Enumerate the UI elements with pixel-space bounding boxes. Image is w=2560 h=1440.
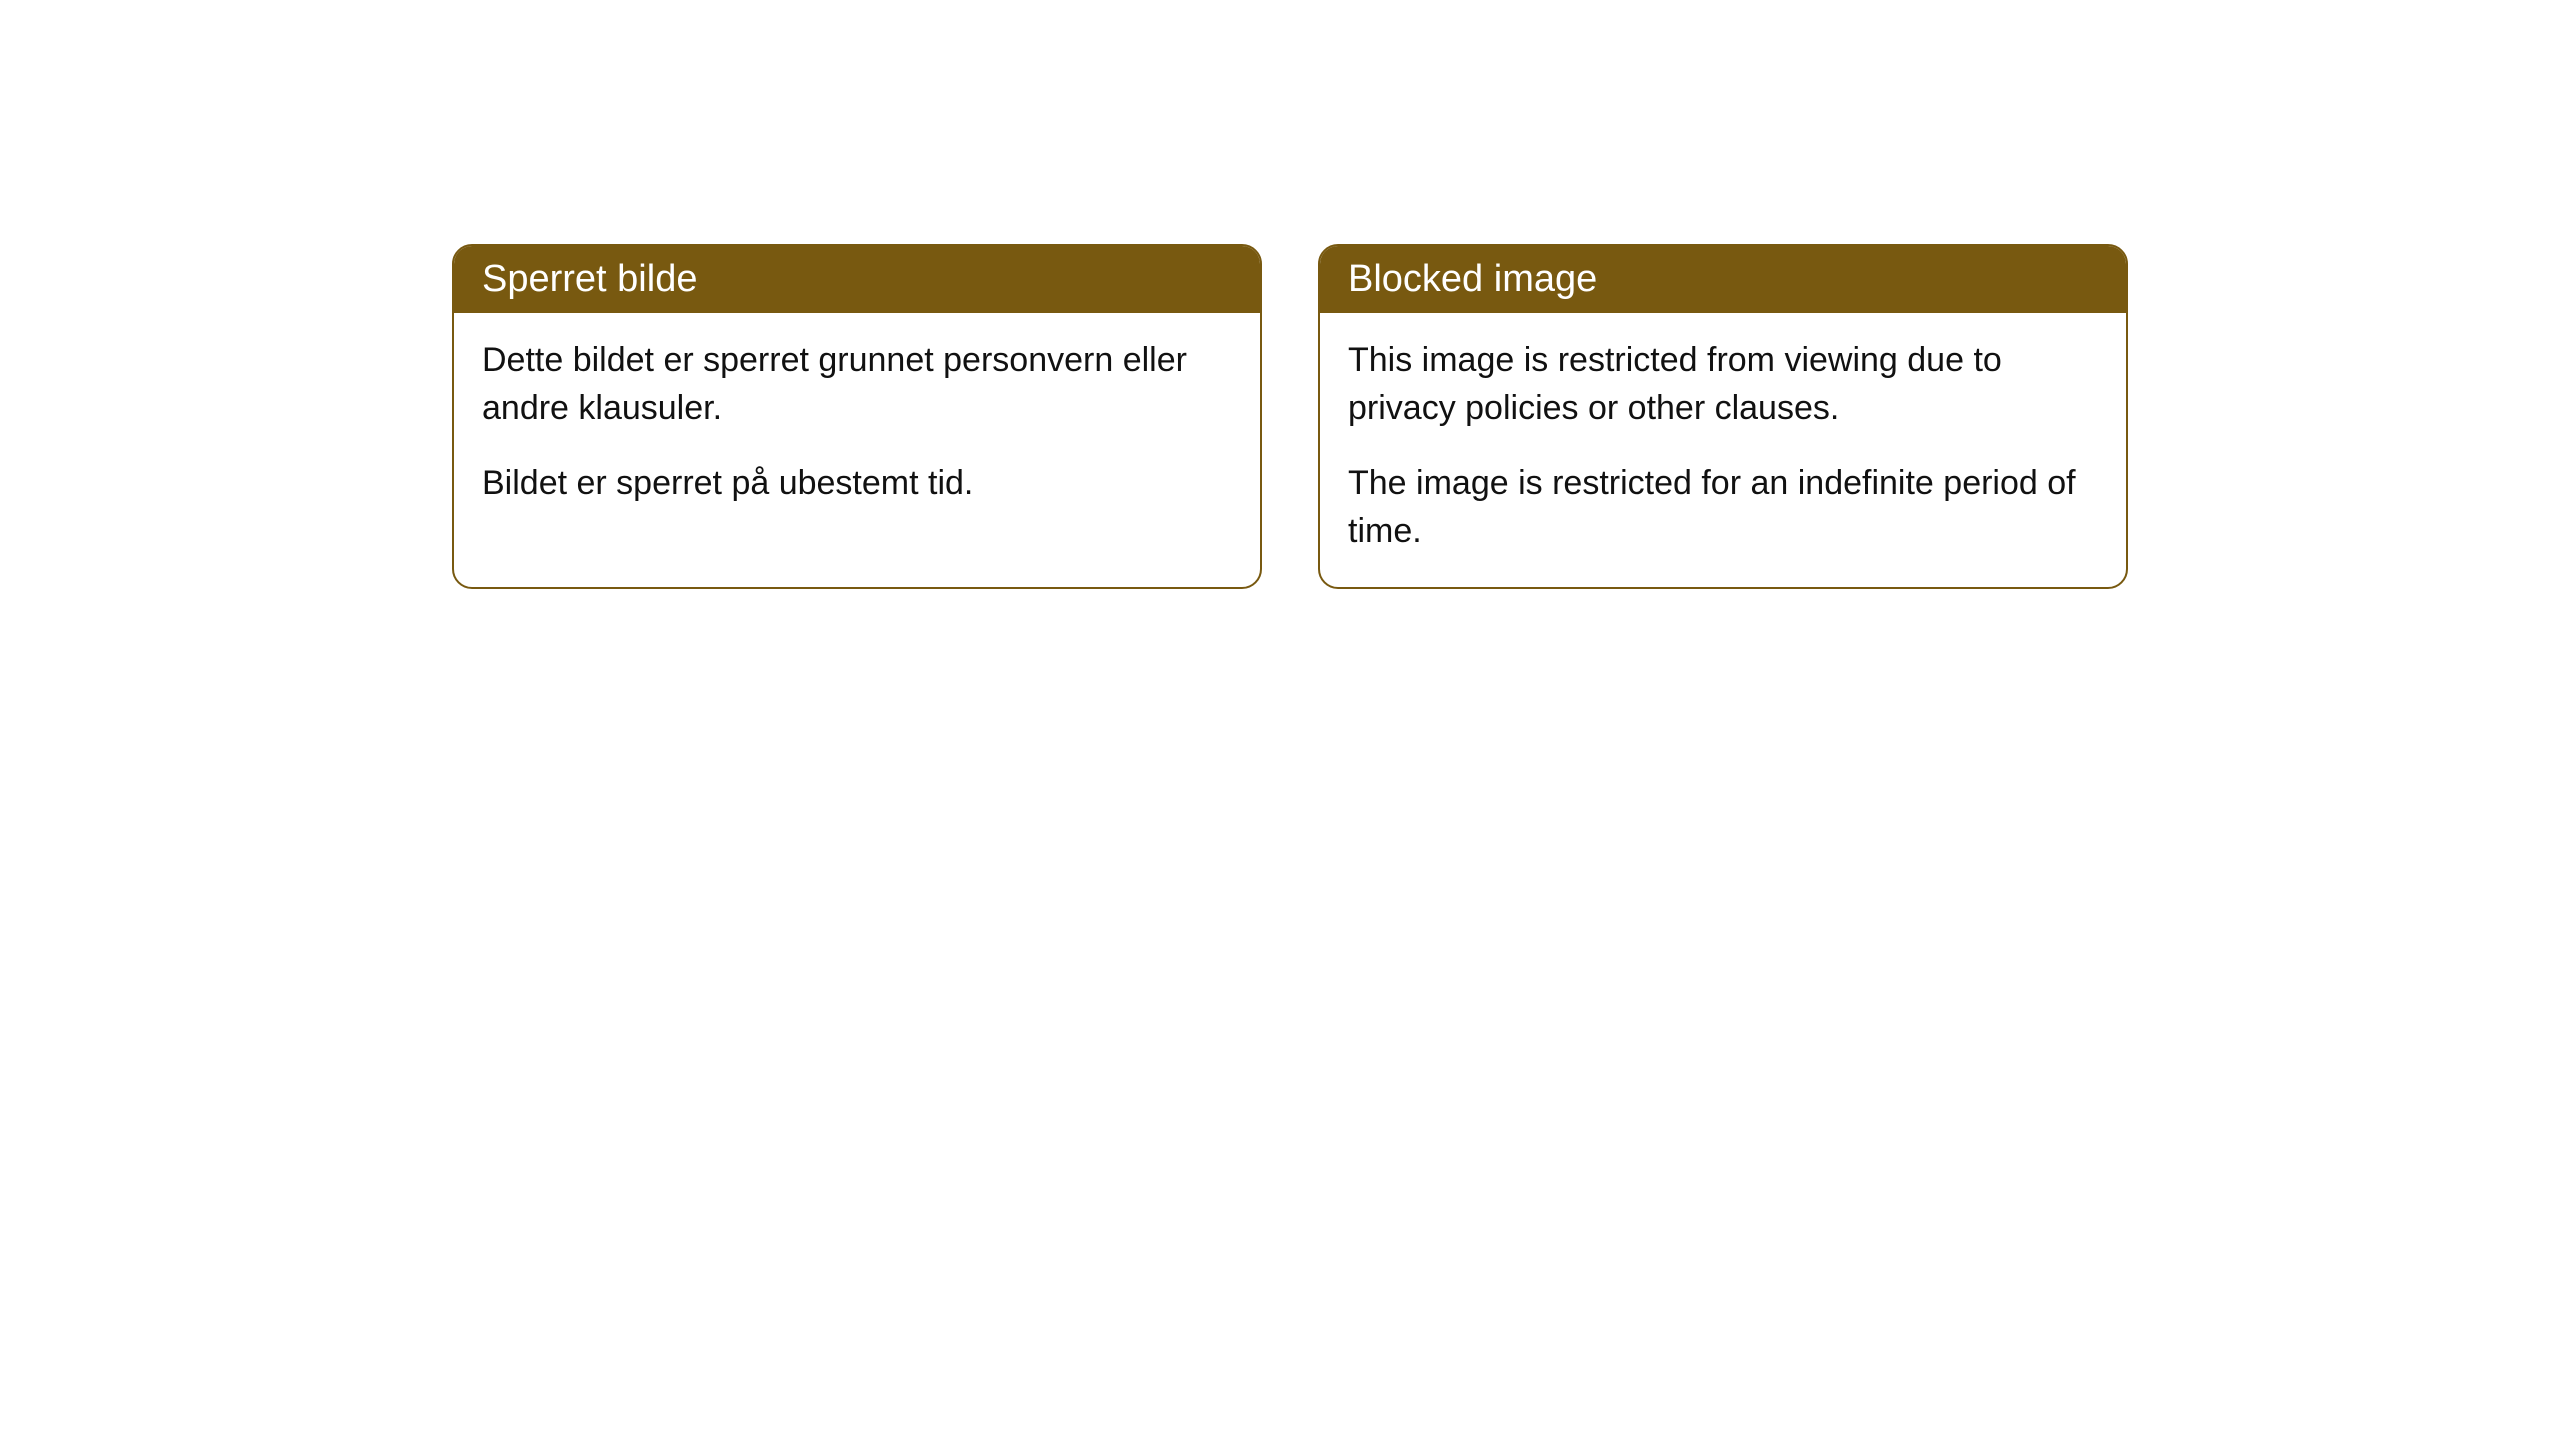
blocked-image-card-english: Blocked image This image is restricted f… xyxy=(1318,244,2128,589)
card-title: Sperret bilde xyxy=(482,258,697,300)
card-header: Blocked image xyxy=(1320,246,2126,313)
card-paragraph: This image is restricted from viewing du… xyxy=(1348,337,2098,432)
blocked-image-card-norwegian: Sperret bilde Dette bildet er sperret gr… xyxy=(452,244,1262,589)
card-title: Blocked image xyxy=(1348,258,1597,300)
card-paragraph: Dette bildet er sperret grunnet personve… xyxy=(482,337,1232,432)
card-paragraph: The image is restricted for an indefinit… xyxy=(1348,460,2098,555)
card-body: Dette bildet er sperret grunnet personve… xyxy=(454,313,1260,540)
card-body: This image is restricted from viewing du… xyxy=(1320,313,2126,587)
card-container: Sperret bilde Dette bildet er sperret gr… xyxy=(0,0,2560,589)
card-header: Sperret bilde xyxy=(454,246,1260,313)
card-paragraph: Bildet er sperret på ubestemt tid. xyxy=(482,460,1232,508)
